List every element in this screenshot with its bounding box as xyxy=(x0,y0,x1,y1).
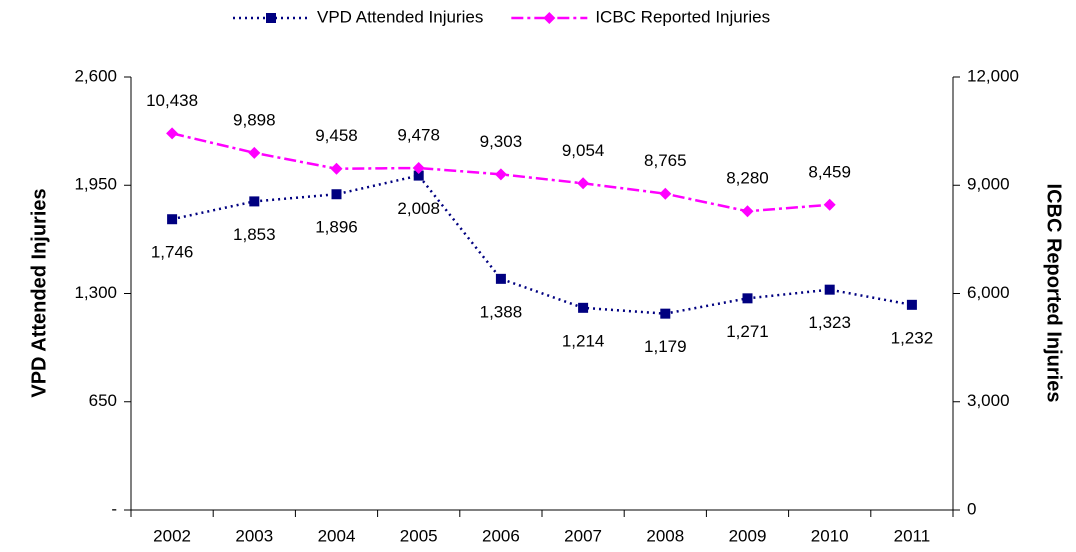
x-tick-label: 2008 xyxy=(646,526,684,545)
data-label: 1,896 xyxy=(315,218,358,237)
marker xyxy=(578,302,589,313)
x-tick-label: 2005 xyxy=(400,526,438,545)
y-tick-label: 1,950 xyxy=(74,175,117,194)
marker xyxy=(495,273,506,284)
y-tick-label: 650 xyxy=(89,391,117,410)
data-label: 1,232 xyxy=(891,328,934,347)
data-label: 10,438 xyxy=(146,91,198,110)
x-tick-label: 2002 xyxy=(153,526,191,545)
x-tick-label: 2007 xyxy=(564,526,602,545)
marker xyxy=(412,162,425,175)
legend-label: VPD Attended Injuries xyxy=(317,7,483,26)
marker xyxy=(330,162,343,175)
marker xyxy=(331,189,342,200)
data-label: 1,388 xyxy=(480,302,523,321)
marker xyxy=(413,170,424,181)
marker xyxy=(249,196,260,207)
y2-tick-label: 6,000 xyxy=(967,283,1010,302)
x-tick-label: 2004 xyxy=(318,526,356,545)
legend-marker xyxy=(543,12,556,24)
x-tick-label: 2006 xyxy=(482,526,520,545)
marker xyxy=(660,308,671,319)
data-label: 1,323 xyxy=(808,313,851,332)
marker xyxy=(659,187,672,200)
x-tick-label: 2011 xyxy=(894,526,931,545)
y2-tick-label: 9,000 xyxy=(967,175,1010,194)
data-label: 8,280 xyxy=(726,169,769,188)
x-tick-label: 2009 xyxy=(729,526,767,545)
data-label: 9,898 xyxy=(233,110,276,129)
data-label: 1,214 xyxy=(562,331,605,350)
data-label: 9,478 xyxy=(397,125,440,144)
y2-axis-title: ICBC Reported Injuries xyxy=(1043,184,1065,403)
data-label: 9,303 xyxy=(480,132,523,151)
x-tick-label: 2003 xyxy=(235,526,273,545)
data-label: 1,853 xyxy=(233,225,276,244)
legend-label: ICBC Reported Injuries xyxy=(595,7,770,26)
data-label: 9,054 xyxy=(562,141,605,160)
marker xyxy=(166,127,179,140)
data-label: 8,459 xyxy=(808,162,851,181)
marker xyxy=(494,168,507,181)
marker xyxy=(742,293,753,304)
series-line xyxy=(171,174,913,315)
data-label: 9,458 xyxy=(315,126,358,145)
x-tick-label: 2010 xyxy=(811,526,849,545)
marker xyxy=(824,284,835,295)
data-label: 1,746 xyxy=(151,243,194,262)
y2-tick-label: 12,000 xyxy=(967,66,1019,85)
data-label: 1,271 xyxy=(726,322,769,341)
marker xyxy=(167,214,178,225)
y-tick-label: 2,600 xyxy=(74,66,117,85)
marker xyxy=(823,198,836,211)
y-tick-label: 1,300 xyxy=(74,283,117,302)
y2-tick-label: 0 xyxy=(967,499,976,518)
y2-tick-label: 3,000 xyxy=(967,391,1010,410)
legend-marker xyxy=(266,13,276,23)
data-label: 2,008 xyxy=(397,199,440,218)
data-label: 1,179 xyxy=(644,337,687,356)
y-tick-label: - xyxy=(111,499,117,518)
marker xyxy=(577,177,590,190)
marker xyxy=(741,205,754,218)
marker xyxy=(906,299,917,310)
marker xyxy=(248,146,261,159)
data-label: 8,765 xyxy=(644,151,687,170)
y-axis-title: VPD Attended Injuries xyxy=(28,188,50,397)
